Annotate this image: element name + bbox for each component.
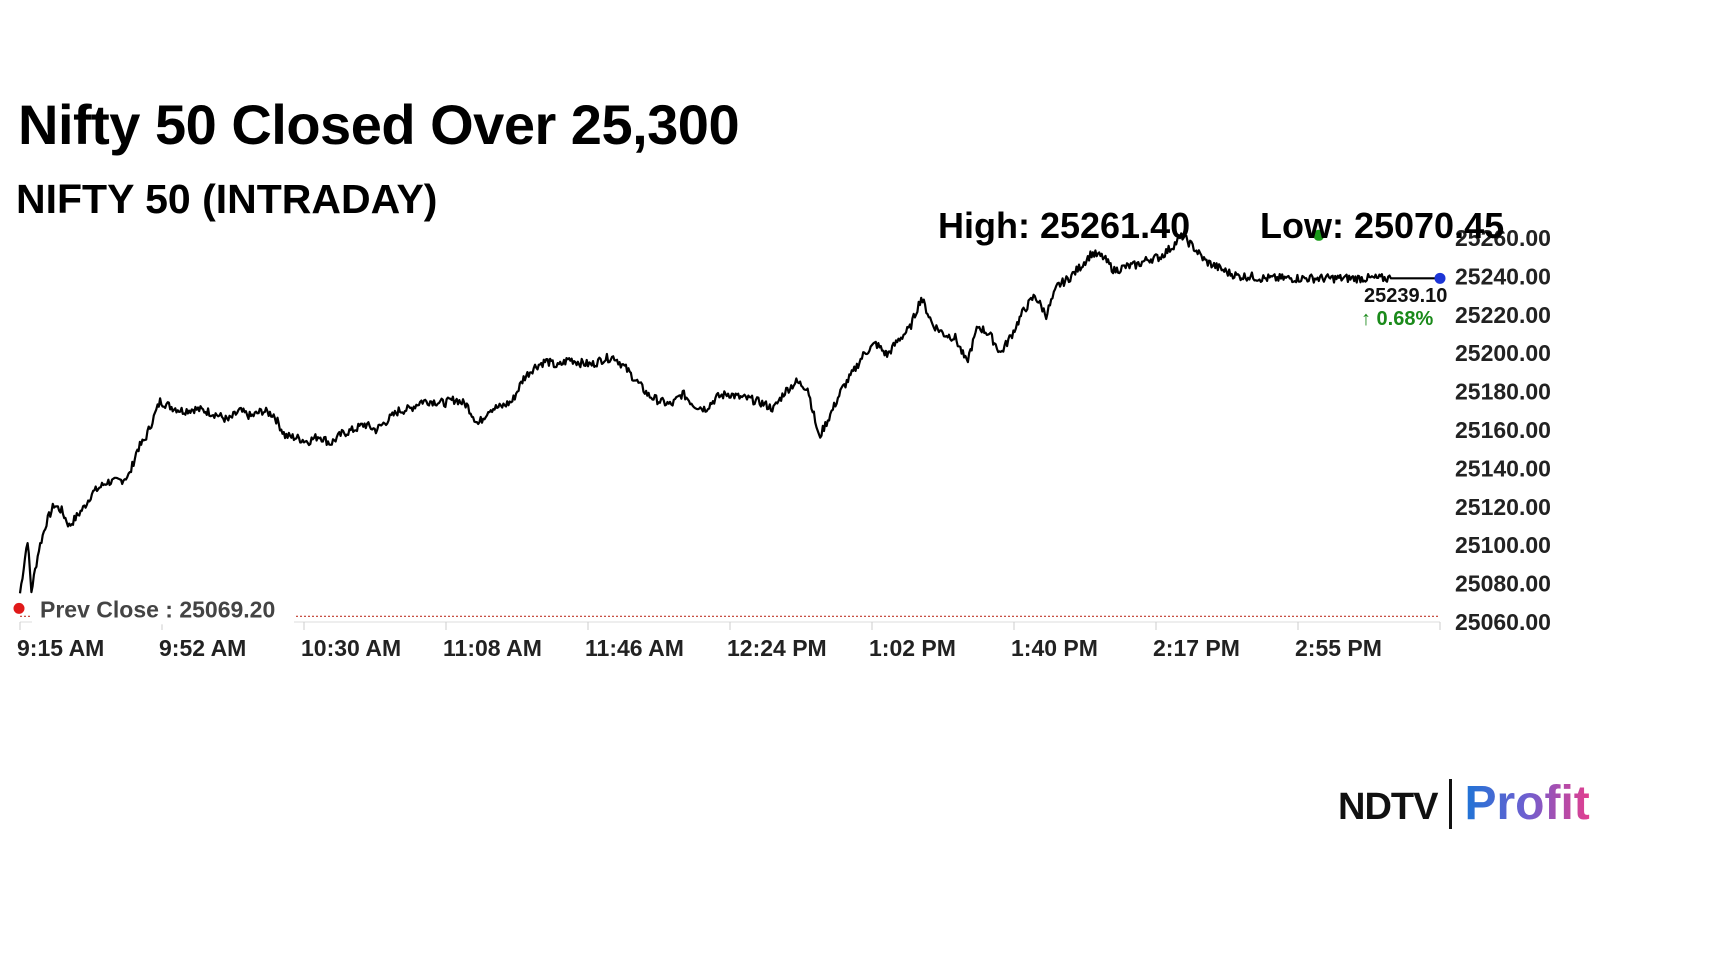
y-tick-label: 25200.00	[1455, 340, 1551, 366]
y-tick-label: 25160.00	[1455, 417, 1551, 443]
x-tick-label: 2:17 PM	[1153, 635, 1240, 661]
x-tick-label: 9:15 AM	[17, 635, 104, 661]
y-tick-label: 25100.00	[1455, 532, 1551, 558]
x-tick-label: 11:46 AM	[585, 635, 684, 661]
y-tick-label: 25120.00	[1455, 494, 1551, 520]
y-tick-label: 25080.00	[1455, 571, 1551, 597]
prev-close-label: Prev Close : 25069.20	[40, 596, 275, 622]
y-tick-label: 25140.00	[1455, 455, 1551, 481]
y-tick-label: 25240.00	[1455, 263, 1551, 289]
x-tick-label: 11:08 AM	[443, 635, 542, 661]
open-marker	[13, 602, 25, 614]
ndtv-profit-logo: NDTV Profit	[1338, 776, 1590, 831]
low-label: Low: 25070.45	[1260, 205, 1504, 246]
y-tick-label: 25220.00	[1455, 302, 1551, 328]
brand-divider	[1449, 779, 1453, 829]
change-percent-label: ↑ 0.68%	[1361, 308, 1433, 330]
x-tick-label: 10:30 AM	[301, 635, 401, 661]
prev-close-label-bg	[32, 594, 294, 625]
y-axis: 25260.00 25240.00 25220.00 25200.00 25180.00…	[1455, 225, 1551, 635]
high-marker	[1313, 229, 1325, 241]
x-tick-label: 1:40 PM	[1011, 635, 1098, 661]
chart-subtitle: NIFTY 50 (INTRADAY)	[16, 176, 438, 222]
y-tick-label: 25060.00	[1455, 609, 1551, 635]
x-tick-label: 2:55 PM	[1295, 635, 1382, 661]
x-tick-label: 12:24 PM	[727, 635, 827, 661]
x-axis: 9:15 AM 9:52 AM 10:30 AM 11:08 AM 11:46 AM 12…	[17, 621, 1441, 661]
last-price-label: 25239.10	[1364, 285, 1447, 307]
price-series-line	[18, 232, 1440, 594]
x-tick-label: 9:52 AM	[159, 635, 246, 661]
chart-title: Nifty 50 Closed Over 25,300	[18, 93, 740, 156]
brand-profit: Profit	[1464, 777, 1590, 830]
y-tick-label: 25180.00	[1455, 379, 1551, 405]
x-tick-label: 1:02 PM	[869, 635, 956, 661]
high-label: High: 25261.40	[938, 205, 1190, 246]
y-tick-label: 25260.00	[1455, 225, 1551, 251]
last-price-marker	[1434, 272, 1446, 284]
brand-ndtv: NDTV	[1338, 786, 1438, 828]
